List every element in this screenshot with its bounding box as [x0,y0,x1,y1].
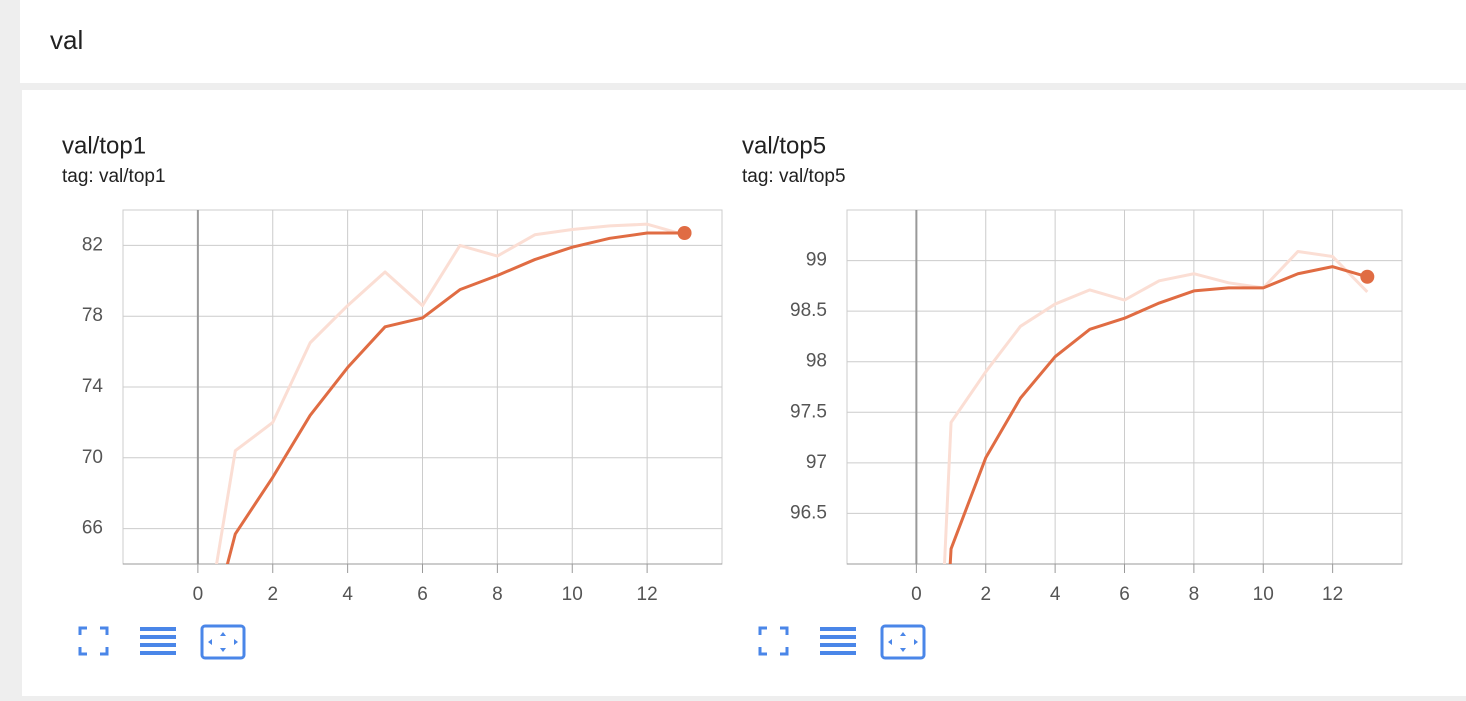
x-tick-label: 12 [637,584,658,605]
fit-arrows [208,632,238,652]
icon-bar [820,627,856,631]
x-tick-label: 12 [1322,584,1343,605]
x-tick-label: 6 [417,584,428,605]
icon-bar [140,635,176,639]
chart-title: val/top1 [62,132,146,159]
x-tick-label: 6 [1119,584,1130,605]
y-tick-label: 97 [806,452,827,473]
legend-toggle-icon[interactable] [820,627,856,655]
y-tick-label: 97.5 [790,401,827,422]
y-tick-label: 98 [806,351,827,372]
y-tick-label: 70 [82,447,103,468]
fullscreen-icon[interactable] [758,626,789,656]
section-title[interactable]: val [50,25,83,55]
fit-domain-icon[interactable] [200,624,246,660]
icon-bar [820,635,856,639]
icon-bar [140,651,176,655]
x-tick-label: 2 [267,584,278,605]
last-point [677,226,692,241]
y-tick-label: 66 [82,518,103,539]
x-tick-label: 0 [911,584,922,605]
fit-domain-icon[interactable] [880,624,926,660]
x-tick-label: 0 [193,584,204,605]
series-line [942,249,1369,564]
fullscreen-icon[interactable] [78,626,109,656]
icon-bar [140,627,176,631]
legend-toggle-icon[interactable] [140,627,176,655]
series-line [215,222,685,564]
x-tick-label: 8 [492,584,503,605]
x-tick-label: 4 [1050,584,1061,605]
icon-bar [820,651,856,655]
y-tick-label: 82 [82,234,103,255]
x-tick-label: 8 [1189,584,1200,605]
series-line [225,231,685,564]
y-tick-label: 99 [806,250,827,271]
y-tick-label: 96.5 [790,502,827,523]
y-tick-label: 98.5 [790,300,827,321]
icon-bar [140,643,176,647]
last-point [1360,269,1375,284]
header-bar [20,0,1466,83]
y-tick-label: 78 [82,305,103,326]
fit-arrows [888,632,918,652]
y-tick-label: 74 [82,376,104,397]
x-tick-label: 4 [342,584,353,605]
x-tick-label: 2 [980,584,991,605]
card [22,90,1466,696]
x-tick-label: 10 [562,584,583,605]
chart-title: val/top5 [742,132,826,159]
chart-subtitle: tag: val/top5 [742,166,846,187]
x-tick-label: 10 [1253,584,1274,605]
icon-bar [820,643,856,647]
series-line [948,265,1368,564]
chart-subtitle: tag: val/top1 [62,166,166,187]
